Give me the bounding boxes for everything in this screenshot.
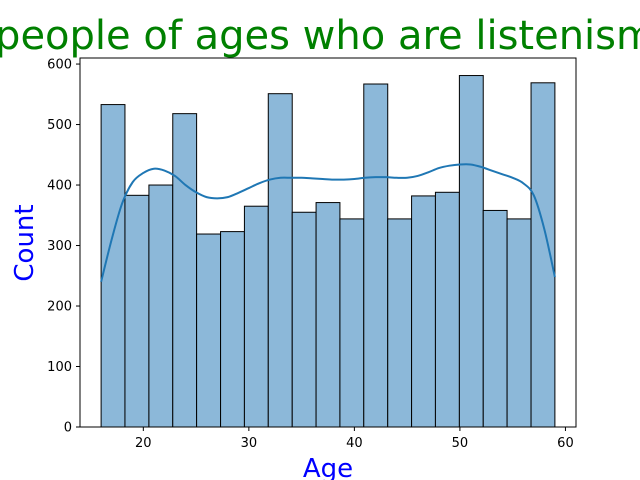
histogram-bar-5 [196, 233, 222, 428]
histogram-bar-7 [243, 205, 269, 428]
y-tick-label: 100 [47, 360, 72, 375]
histogram-bar-8 [267, 93, 293, 428]
x-axis-label: Age [303, 454, 353, 480]
histogram-bar-13 [387, 218, 413, 428]
y-tick-label: 0 [64, 421, 72, 436]
x-tick-label: 40 [346, 436, 363, 451]
plot-frame [79, 57, 577, 428]
histogram-bar-3 [148, 184, 174, 428]
histogram-bar-17 [482, 209, 508, 428]
y-tick-label: 300 [47, 239, 72, 254]
chart-title: people of ages who are listenism [0, 13, 640, 59]
histogram-bar-19 [530, 82, 556, 428]
y-tick-label: 500 [47, 118, 72, 133]
histogram-bar-11 [339, 218, 365, 428]
histogram-bar-4 [172, 113, 198, 428]
y-axis-ticks: 0 100 200 300 400 500 600 [47, 58, 80, 436]
histogram-bars [100, 75, 556, 428]
histogram-bar-15 [434, 191, 460, 428]
kde-curve [100, 163, 556, 283]
histogram-bar-2 [124, 194, 150, 428]
y-tick-label: 400 [47, 179, 72, 194]
histogram-bar-6 [220, 231, 245, 428]
y-tick-label: 200 [47, 300, 72, 315]
y-axis-label: Count [10, 204, 40, 281]
histogram-bar-10 [315, 202, 341, 428]
y-tick-label: 600 [47, 58, 72, 73]
x-tick-label: 50 [452, 436, 469, 451]
histogram-bar-12 [363, 83, 389, 428]
histogram-bar-18 [506, 218, 532, 428]
x-axis-ticks: 20 30 40 50 60 [135, 427, 574, 451]
x-tick-label: 60 [557, 436, 574, 451]
histogram-bar-9 [291, 211, 317, 428]
histogram-bar-16 [458, 75, 484, 428]
histogram-bar-14 [411, 195, 436, 428]
x-tick-label: 30 [241, 436, 258, 451]
x-tick-label: 20 [135, 436, 152, 451]
